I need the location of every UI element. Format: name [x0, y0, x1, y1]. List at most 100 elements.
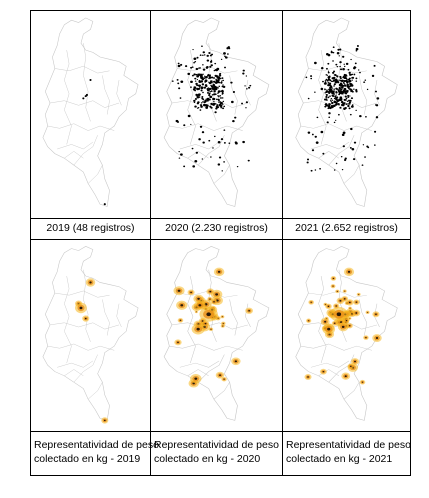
record-point: [197, 87, 201, 90]
record-point: [222, 85, 226, 89]
record-point: [331, 101, 334, 105]
record-point: [324, 81, 327, 84]
record-point: [320, 66, 324, 70]
record-point: [215, 78, 217, 81]
record-point: [191, 66, 194, 68]
grid-line: [30, 10, 31, 476]
weight-caption-2019-line1: Representatividad de peso: [34, 439, 159, 451]
record-point: [183, 165, 186, 168]
record-point: [344, 84, 347, 87]
record-point: [331, 94, 334, 97]
record-point: [352, 158, 356, 161]
record-point: [220, 101, 223, 105]
record-point: [196, 56, 199, 59]
record-point: [206, 91, 210, 94]
record-point: [208, 51, 211, 54]
weight-hotspot: [201, 320, 210, 327]
record-point: [343, 80, 346, 82]
record-point: [217, 92, 219, 94]
record-point: [324, 92, 326, 94]
record-point: [341, 79, 344, 82]
weight-hotspot: [337, 322, 349, 332]
record-point: [209, 91, 211, 93]
record-point: [332, 80, 334, 83]
record-point: [209, 65, 212, 68]
record-point: [209, 81, 212, 84]
record-point: [202, 51, 206, 54]
map-2020-points: [151, 11, 282, 218]
record-point: [217, 87, 219, 89]
record-point: [329, 79, 332, 82]
record-point: [193, 73, 196, 76]
record-point: [339, 75, 342, 78]
record-point: [338, 79, 340, 81]
weight-hotspot: [220, 315, 225, 319]
weight-hotspot: [245, 307, 253, 314]
record-point: [336, 52, 340, 55]
record-point: [371, 74, 375, 77]
grid-line: [30, 431, 411, 432]
record-point: [330, 80, 333, 83]
record-point: [244, 85, 246, 87]
record-point: [224, 66, 227, 69]
record-point: [201, 83, 205, 86]
record-point: [327, 105, 331, 108]
weight-hotspot: [208, 327, 214, 332]
record-point: [201, 97, 203, 100]
grid-line: [150, 10, 151, 476]
record-point: [342, 68, 345, 71]
record-point: [226, 53, 229, 55]
record-point: [217, 90, 221, 93]
record-point: [314, 169, 317, 171]
record-point: [353, 73, 356, 76]
weight-hotspot: [322, 323, 336, 335]
weight-hotspot: [323, 302, 328, 307]
record-point: [328, 75, 331, 78]
record-point: [214, 75, 217, 77]
record-point: [350, 58, 352, 61]
weight-hotspot: [329, 306, 348, 322]
record-point: [326, 74, 329, 76]
record-point: [245, 107, 247, 109]
record-point: [247, 159, 250, 162]
record-point: [211, 76, 214, 79]
record-point: [177, 62, 180, 65]
record-point: [366, 88, 369, 91]
weight-hotspot: [306, 318, 312, 323]
record-point: [346, 83, 349, 86]
record-point: [202, 68, 206, 71]
record-point: [178, 157, 181, 159]
record-point: [338, 87, 342, 90]
record-point: [224, 55, 226, 58]
record-point: [347, 96, 350, 98]
record-point: [198, 96, 201, 98]
record-point: [339, 82, 343, 85]
weight-caption-2019-line2: colectado en kg - 2019: [34, 453, 141, 465]
record-point: [342, 102, 346, 105]
record-point: [85, 93, 89, 96]
record-point: [324, 80, 327, 82]
record-point: [200, 76, 203, 80]
record-point: [348, 107, 351, 110]
weight-hotspot: [82, 315, 90, 322]
record-point: [190, 66, 193, 69]
record-point: [332, 71, 335, 74]
record-point: [217, 140, 221, 144]
record-point: [306, 161, 309, 164]
record-point: [218, 74, 221, 76]
record-point: [322, 152, 325, 155]
record-point: [218, 101, 220, 104]
record-point: [212, 84, 215, 87]
record-point: [350, 73, 353, 76]
record-point: [359, 71, 361, 74]
record-point: [215, 107, 218, 110]
record-point: [208, 139, 211, 142]
record-point: [212, 97, 216, 101]
record-point: [320, 87, 324, 91]
record-point: [332, 60, 334, 62]
weight-hotspot: [341, 372, 351, 380]
record-point: [210, 59, 213, 61]
map-2020-weight: [151, 240, 282, 431]
record-point: [339, 85, 342, 87]
record-point: [335, 90, 337, 92]
